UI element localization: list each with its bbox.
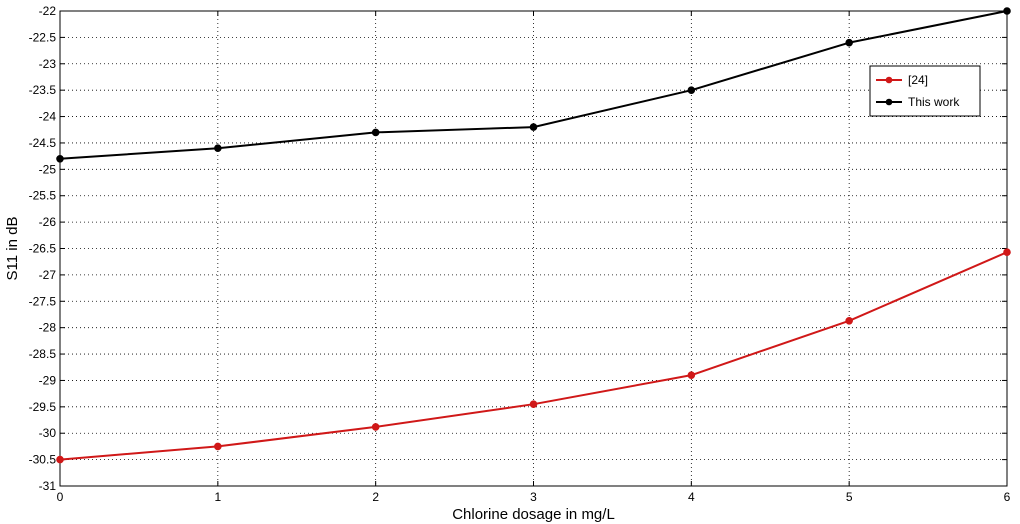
legend-label: This work (908, 95, 960, 109)
data-point (529, 400, 538, 408)
y-tick-label: -22 (39, 4, 57, 18)
legend-swatch-marker (885, 98, 893, 106)
x-tick-label: 5 (846, 490, 853, 504)
y-tick-label: -31 (39, 479, 57, 493)
data-point (845, 38, 853, 47)
data-point (1003, 248, 1011, 256)
grid-lines (60, 11, 1007, 486)
series-layer (56, 7, 1011, 464)
x-tick-label: 6 (1004, 490, 1011, 504)
x-tick-label: 0 (57, 490, 64, 504)
data-point (371, 423, 380, 431)
y-tick-label: -24 (39, 110, 57, 124)
x-tick-label: 1 (214, 490, 221, 504)
y-tick-label: -29 (39, 373, 57, 387)
data-point (1003, 7, 1011, 15)
legend: [24] This work (869, 65, 981, 117)
y-tick-label: -29.5 (29, 400, 57, 414)
y-tick-label: -24.5 (29, 136, 57, 150)
data-point (56, 455, 64, 464)
series-line-1 (59, 10, 1008, 160)
y-tick-label: -28 (39, 321, 57, 335)
x-tick-label: 3 (530, 490, 537, 504)
y-tick-label: -22.5 (29, 30, 57, 44)
y-tick-label: -28.5 (29, 347, 57, 361)
y-tick-label: -27 (39, 268, 57, 282)
y-tick-label: -30 (39, 426, 57, 440)
x-tick-label: 4 (688, 490, 695, 504)
data-point (687, 86, 696, 94)
x-axis-label: Chlorine dosage in mg/L (452, 506, 615, 523)
y-tick-label: -23.5 (29, 83, 57, 97)
data-point (371, 128, 380, 137)
y-tick-label: -25 (39, 162, 57, 176)
legend-label: [24] (908, 73, 928, 87)
y-tick-label: -30.5 (29, 453, 57, 467)
y-axis-label: S11 in dB (4, 217, 21, 281)
x-tick-label: 2 (372, 490, 379, 504)
legend-box (869, 65, 981, 117)
y-tick-label: -26 (39, 215, 57, 229)
data-point (56, 154, 64, 163)
data-point (845, 317, 853, 325)
data-point (687, 371, 696, 379)
data-point (529, 123, 538, 131)
legend-swatch-marker (885, 76, 893, 84)
y-tick-label: -23 (39, 57, 57, 71)
data-point (214, 442, 222, 451)
y-tick-label: -25.5 (29, 189, 57, 203)
y-tick-label: -26.5 (29, 242, 57, 256)
y-tick-label: -27.5 (29, 294, 57, 308)
axis-ticks: 0 1 2 3 4 5 6 -22 -22.5 -23 -23.5 -24 -24.5 -25 -25.5 -… (29, 4, 1011, 504)
data-point (214, 144, 222, 153)
